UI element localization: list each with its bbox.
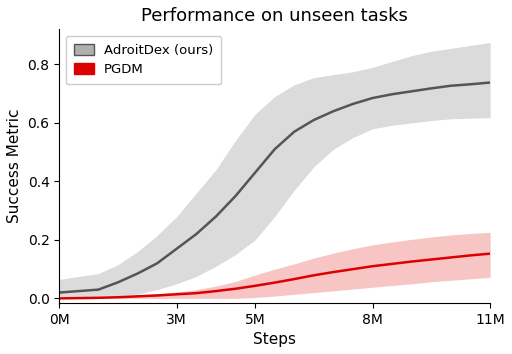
- Title: Performance on unseen tasks: Performance on unseen tasks: [141, 7, 408, 25]
- Y-axis label: Success Metric: Success Metric: [7, 109, 22, 223]
- Legend: AdroitDex (ours), PGDM: AdroitDex (ours), PGDM: [66, 36, 221, 84]
- X-axis label: Steps: Steps: [253, 332, 296, 347]
